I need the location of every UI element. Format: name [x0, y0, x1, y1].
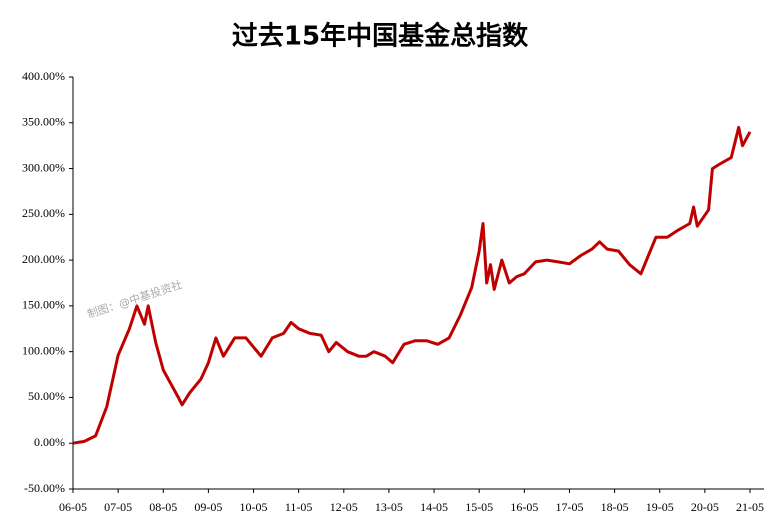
x-tick-label: 06-05	[59, 500, 87, 514]
x-tick-label: 10-05	[240, 500, 268, 514]
chart-title: 过去15年中国基金总指数	[232, 21, 529, 52]
x-tick-label: 12-05	[330, 500, 358, 514]
x-tick-label: 18-05	[601, 500, 629, 514]
y-tick-label: 300.00%	[22, 160, 65, 174]
x-tick-label: 11-05	[285, 500, 313, 514]
x-tick-label: 08-05	[149, 500, 177, 514]
y-tick-label: 50.00%	[28, 389, 65, 403]
x-tick-label: 21-05	[736, 500, 764, 514]
x-tick-label: 14-05	[420, 500, 448, 514]
y-tick-label: 200.00%	[22, 252, 65, 266]
x-tick-label: 09-05	[194, 500, 222, 514]
x-tick-label: 16-05	[510, 500, 538, 514]
y-tick-label: 400.00%	[22, 69, 65, 83]
y-tick-label: 250.00%	[22, 206, 65, 220]
y-tick-label: 0.00%	[34, 435, 65, 449]
y-tick-label: 150.00%	[22, 298, 65, 312]
x-tick-label: 15-05	[465, 500, 493, 514]
y-tick-label: 350.00%	[22, 115, 65, 129]
x-tick-label: 19-05	[646, 500, 674, 514]
x-tick-label: 20-05	[691, 500, 719, 514]
x-tick-label: 13-05	[375, 500, 403, 514]
x-tick-label: 07-05	[104, 500, 132, 514]
y-tick-label: 100.00%	[22, 343, 65, 357]
line	[72, 125, 752, 445]
y-tick-label: -50.00%	[24, 481, 65, 495]
x-tick-label: 17-05	[555, 500, 583, 514]
